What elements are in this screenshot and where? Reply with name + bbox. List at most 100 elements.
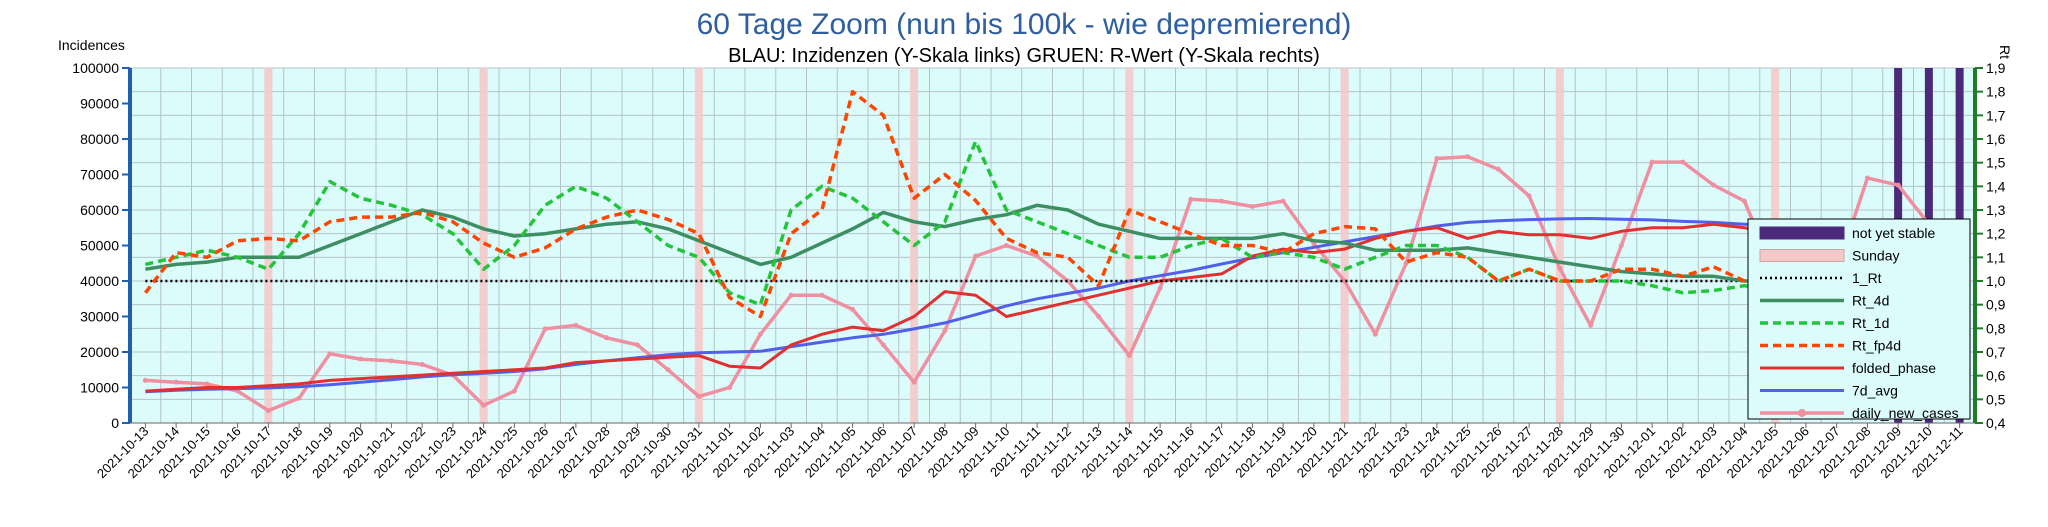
y-tick-label: 50000 [80,238,119,254]
sunday-band [694,68,703,423]
y2-tick-label: 1,5 [1986,155,2006,171]
sunday-band [1340,68,1349,423]
y-tick-label: 10000 [80,380,119,396]
series-line-folded-phase [145,222,1961,393]
daily-new-cases-point [481,402,487,408]
daily-new-cases-point [542,326,548,332]
daily-new-cases-point [880,342,886,348]
daily-new-cases-point [1557,266,1563,272]
legend-label: Rt_fp4d [1852,338,1901,354]
daily-new-cases-point [1526,193,1532,199]
daily-new-cases-point [1864,175,1870,181]
legend-marker [1798,409,1806,417]
y2-tick-label: 1,3 [1986,202,2006,218]
series-line-Rt-1d [145,139,1961,342]
daily-new-cases-point [819,292,825,298]
legend-swatch [1759,249,1845,262]
daily-new-cases-point [388,358,394,364]
daily-new-cases-point [1465,154,1471,160]
legend-label: Sunday [1852,248,1899,264]
y2-tick-label: 1,4 [1986,178,2006,194]
legend-label: 1_Rt [1852,270,1882,286]
daily-new-cases-point [788,292,794,298]
daily-new-cases-point [1249,203,1255,209]
daily-new-cases-point [1034,253,1040,259]
daily-new-cases-point [327,351,333,357]
daily-new-cases-point [1280,198,1286,204]
y2-tick-label: 1,0 [1986,273,2006,289]
y2-tick-label: 0,4 [1986,415,2006,431]
series-line-Rt-4d [145,203,1961,319]
legend-label: not yet stable [1852,225,1935,241]
daily-new-cases-point [1219,198,1225,204]
y2-tick-label: 0,5 [1986,391,2006,407]
daily-new-cases-point [911,379,917,385]
y2-tick-label: 1,2 [1986,226,2006,242]
y2-tick-label: 0,8 [1986,320,2006,336]
daily-new-cases-point [1741,198,1747,204]
legend-swatch [1759,226,1845,240]
sunday-band [264,68,273,423]
y2-tick-label: 1,7 [1986,107,2006,123]
daily-new-cases-point [757,331,763,337]
y2-tick-label: 1,9 [1986,60,2006,76]
y-tick-label: 90000 [80,96,119,112]
daily-new-cases-point [696,393,702,399]
daily-new-cases-point [1403,260,1409,266]
daily-new-cases-point [727,385,733,390]
daily-new-cases-point [142,377,148,383]
y-tick-label: 20000 [80,344,119,360]
sunday-band [1125,68,1134,423]
legend-label: daily_new_cases [1852,405,1959,421]
daily-new-cases-point [1096,314,1102,319]
y-tick-label: 80000 [80,131,119,147]
daily-new-cases-point [573,322,579,328]
legend-label: Rt_4d [1852,293,1889,309]
daily-new-cases-point [665,367,671,373]
daily-new-cases-point [1126,353,1132,359]
daily-new-cases-point [1895,182,1901,188]
chart-subtitle: BLAU: Inzidenzen (Y-Skala links) GRUEN: … [728,45,1320,67]
daily-new-cases-point [1434,156,1440,162]
daily-new-cases-point [265,408,271,414]
series-line-Rt-fp4d [144,89,1961,377]
y2-tick-label: 1,8 [1986,84,2006,100]
legend-label: 7d_avg [1852,383,1898,399]
daily-new-cases-point [942,328,948,334]
daily-new-cases-point [173,379,179,385]
y-tick-label: 0 [111,415,119,431]
daily-new-cases-point [1588,322,1594,328]
sunday-band [479,68,488,423]
y2-tick-label: 0,7 [1986,344,2006,360]
y-tick-label: 60000 [80,202,119,218]
daily-new-cases-point [511,388,517,394]
chart-title: 60 Tage Zoom (nun bis 100k - wie depremi… [697,8,1352,41]
sunday-band [1555,68,1564,423]
y2-tick-label: 1,1 [1986,249,2006,265]
y-tick-label: 40000 [80,273,119,289]
y2-axis-label: Rt [1997,45,2013,59]
daily-new-cases-point [1680,159,1686,165]
legend-label: folded_phase [1852,360,1936,376]
daily-new-cases-point [1495,166,1501,172]
daily-new-cases-point [1003,243,1009,248]
y2-tick-label: 0,9 [1986,297,2006,313]
daily-new-cases-point [973,253,979,259]
plot-area: 0 10000 20000 30000 40000 50000 60000 70000 8000… [72,60,2005,481]
y-tick-label: 70000 [80,167,119,183]
daily-new-cases-point [419,361,425,367]
daily-new-cases-point [1157,285,1163,291]
daily-new-cases-point [358,356,364,362]
y-tick-label: 30000 [80,309,119,325]
y-axis-label: Incidences [58,37,125,53]
daily-new-cases-point [604,335,610,341]
y2-tick-label: 1,6 [1986,131,2006,147]
daily-new-cases-point [850,306,856,312]
daily-new-cases-point [1618,243,1624,248]
daily-new-cases-point [1372,331,1378,337]
daily-new-cases-point [1649,159,1655,165]
daily-new-cases-point [296,395,302,401]
legend: not yet stable Sunday 1_Rt Rt_4d Rt_1d Rt_fp4… [1747,218,1971,421]
y2-tick-label: 0,6 [1986,368,2006,384]
y-tick-label: 100000 [72,60,119,76]
